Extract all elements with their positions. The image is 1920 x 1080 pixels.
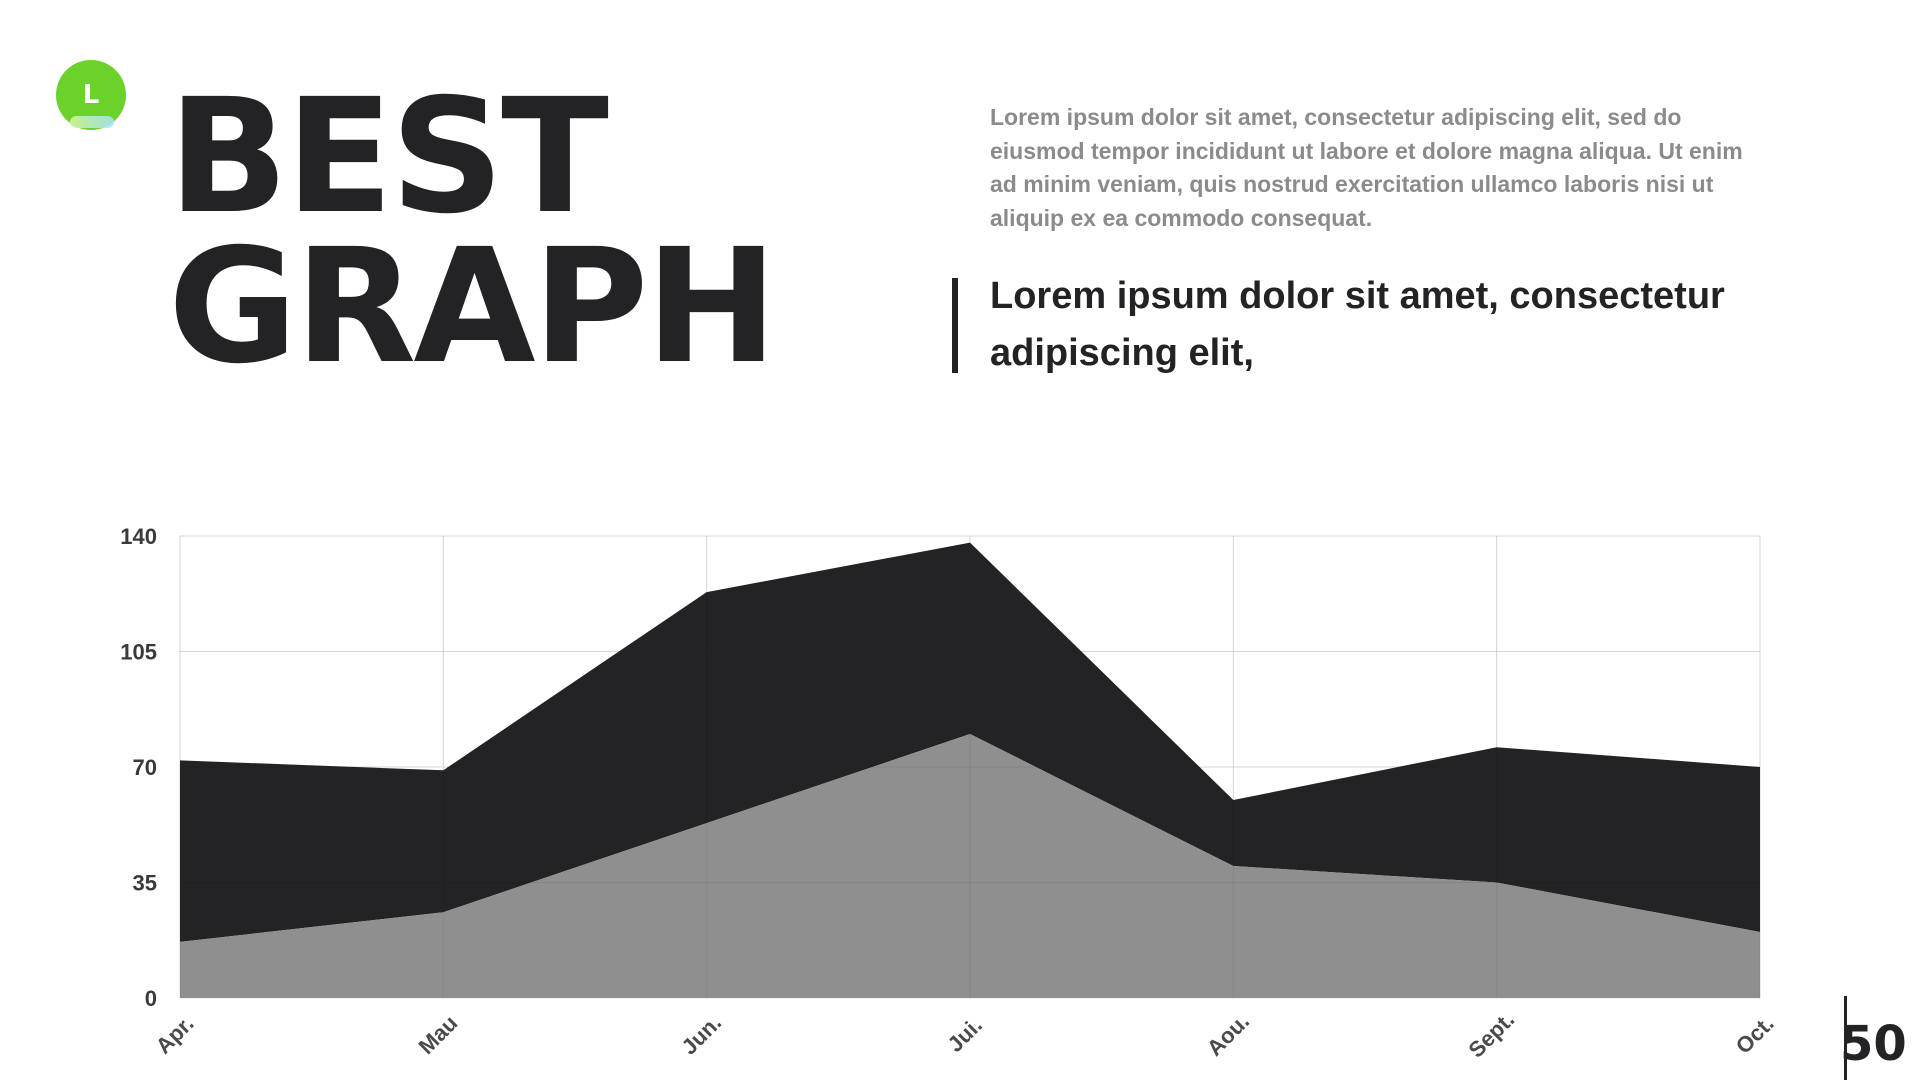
y-tick-label: 0: [145, 986, 157, 1011]
area-series-1: [180, 734, 1760, 998]
x-tick-label: Sept.: [1464, 1007, 1520, 1063]
x-tick-label: Mau: [414, 1010, 463, 1059]
logo-shine: [70, 116, 114, 128]
area-series-2: [180, 542, 1760, 942]
y-tick-label: 35: [133, 871, 157, 896]
x-tick-label: Oct.: [1731, 1011, 1779, 1059]
title-line-2: GRAPH: [168, 215, 778, 399]
x-tick-label: Aou.: [1202, 1009, 1254, 1061]
title-line-1: BEST: [168, 65, 609, 249]
y-tick-label: 70: [133, 755, 157, 780]
quote-text: Lorem ipsum dolor sit amet, consectetur …: [990, 275, 1725, 374]
description-text: Lorem ipsum dolor sit amet, consectetur …: [990, 104, 1743, 231]
y-tick-label: 140: [120, 524, 157, 549]
quote-bar: [952, 278, 958, 373]
y-tick-label: 105: [120, 640, 157, 665]
x-tick-label: Apr.: [151, 1011, 199, 1059]
x-tick-label: Jui.: [942, 1012, 986, 1056]
page-number: 50: [1840, 1016, 1907, 1072]
page-title: BEST GRAPH: [168, 65, 778, 399]
logo-letter: L: [82, 80, 100, 110]
page-number-bar: [1844, 996, 1847, 1080]
x-tick-label: Jun.: [677, 1010, 727, 1060]
